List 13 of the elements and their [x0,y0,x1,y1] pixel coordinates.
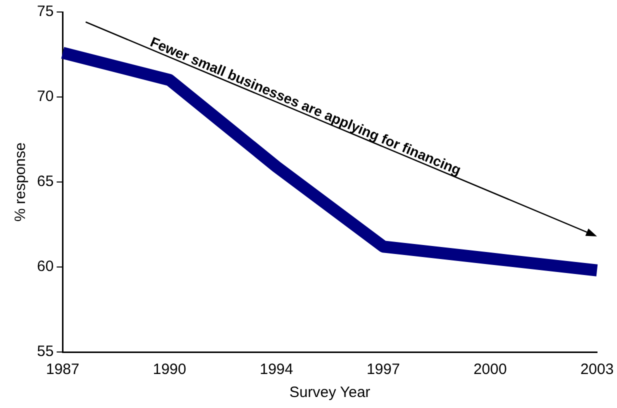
x-tick-label: 2000 [473,361,507,378]
x-tick-label: 1987 [46,361,80,378]
y-tick-label: 60 [36,258,54,276]
y-axis-title: % response [12,142,30,222]
y-tick-label: 70 [36,88,54,106]
y-tick-label: 75 [36,3,54,20]
y-tick-label: 65 [36,173,54,190]
y-tick-label: 55 [36,343,54,360]
x-tick-label: 1990 [152,361,186,378]
x-tick-label: 1997 [366,361,400,378]
x-tick-label: 2003 [580,361,614,378]
x-axis-title: Survey Year [289,384,370,402]
x-tick-label: 1994 [260,361,294,378]
